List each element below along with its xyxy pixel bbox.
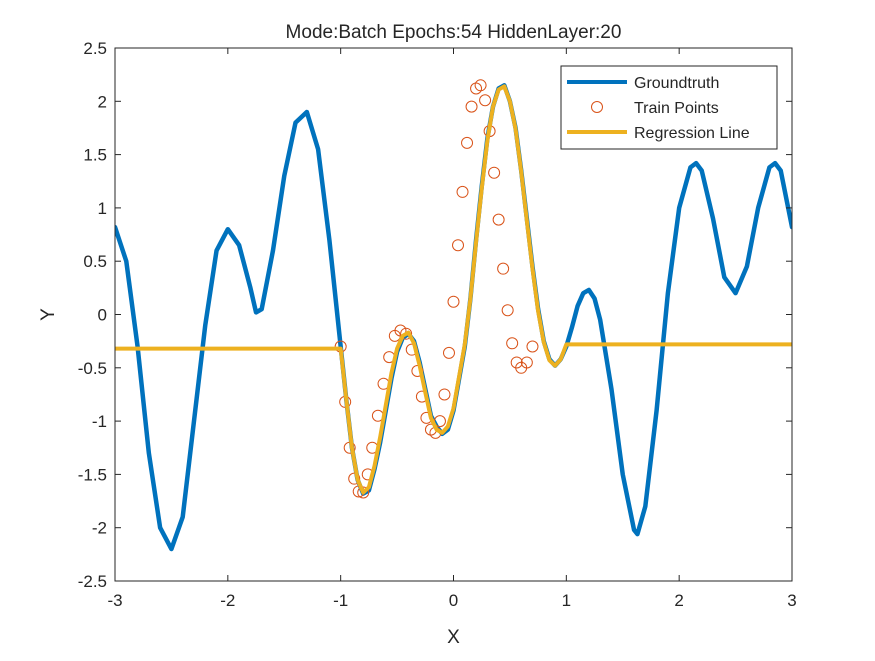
train-point-marker bbox=[488, 166, 501, 179]
train-point-marker bbox=[456, 185, 469, 198]
chart-title: Mode:Batch Epochs:54 HiddenLayer:20 bbox=[286, 22, 622, 43]
x-tick-label: 3 bbox=[787, 591, 796, 610]
train-point-marker bbox=[442, 346, 455, 359]
legend-box bbox=[560, 65, 778, 150]
y-tick-label: 2.5 bbox=[83, 39, 107, 58]
x-tick-label: -2 bbox=[220, 591, 235, 610]
x-tick-label: 1 bbox=[562, 591, 571, 610]
legend-label: Train Points bbox=[634, 100, 719, 117]
y-tick-label: 0.5 bbox=[83, 252, 107, 271]
train-point-marker bbox=[357, 486, 370, 499]
y-tick-label: -0.5 bbox=[78, 359, 107, 378]
y-axis-label: Y bbox=[38, 308, 59, 321]
axes: -3 -2 -1 0 1 2 3 -2.5 -2 -1.5 -1 -0.5 0 0.5 1 1.5 2 2.5 bbox=[78, 39, 797, 610]
train-point-marker bbox=[465, 100, 478, 113]
x-tick-label: -3 bbox=[107, 591, 122, 610]
legend-label: Groundtruth bbox=[634, 75, 719, 92]
legend-item: Regression Line bbox=[567, 125, 750, 142]
series-regression-line bbox=[115, 84, 792, 495]
train-point-marker bbox=[400, 327, 413, 340]
y-tick-label: 0 bbox=[98, 306, 107, 325]
y-tick-label: 2 bbox=[98, 92, 107, 111]
train-point-marker bbox=[501, 304, 514, 317]
train-point-marker bbox=[438, 388, 451, 401]
y-tick-label: 1.5 bbox=[83, 146, 107, 165]
y-tick-label: -1 bbox=[92, 412, 107, 431]
x-tick-label: 2 bbox=[674, 591, 683, 610]
legend-label: Regression Line bbox=[634, 125, 750, 142]
train-point-marker bbox=[411, 365, 424, 377]
y-tick-label: -2.5 bbox=[78, 572, 107, 591]
train-point-marker bbox=[526, 340, 539, 353]
plot-data-layer bbox=[115, 79, 792, 552]
legend: Groundtruth Train Points Regression Line bbox=[560, 65, 778, 150]
series-line bbox=[115, 84, 792, 495]
train-point-marker bbox=[520, 356, 533, 369]
legend-item: Train Points bbox=[591, 100, 719, 117]
train-point-marker bbox=[479, 94, 492, 107]
train-point-marker bbox=[474, 79, 487, 92]
train-point-marker bbox=[497, 262, 510, 275]
y-tick-label: -1.5 bbox=[78, 465, 107, 484]
series-train-points bbox=[334, 79, 539, 499]
train-point-marker bbox=[506, 337, 519, 350]
y-tick-label: 1 bbox=[98, 199, 107, 218]
legend-item: Groundtruth bbox=[567, 75, 719, 92]
train-point-marker bbox=[447, 295, 460, 308]
x-tick-label: 0 bbox=[449, 591, 458, 610]
x-tick-label: -1 bbox=[333, 591, 348, 610]
y-tick-label: -2 bbox=[92, 519, 107, 538]
train-point-marker bbox=[492, 213, 505, 226]
x-axis-label: X bbox=[447, 627, 460, 648]
train-point-marker bbox=[452, 239, 465, 252]
train-point-marker bbox=[348, 472, 361, 485]
legend-marker-swatch bbox=[591, 101, 603, 113]
train-point-marker bbox=[461, 136, 474, 149]
